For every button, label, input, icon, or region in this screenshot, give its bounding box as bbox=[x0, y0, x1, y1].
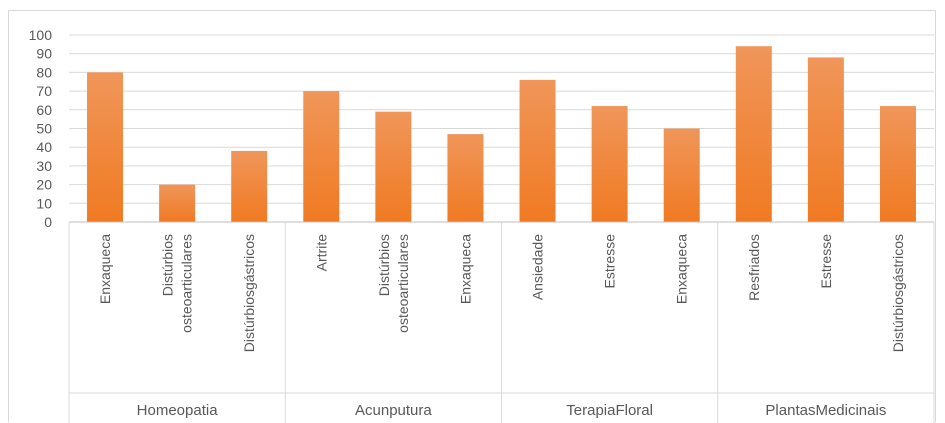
x-category-label: Enxaqueca bbox=[97, 234, 113, 304]
bar bbox=[591, 106, 628, 222]
x-group-label: TerapiaFloral bbox=[566, 402, 653, 419]
x-category-label: osteoarticulares bbox=[179, 234, 195, 333]
bar bbox=[87, 72, 124, 223]
x-group-label: Homeopatia bbox=[137, 402, 219, 419]
y-tick-label: 50 bbox=[36, 121, 52, 137]
y-tick-label: 0 bbox=[44, 214, 52, 230]
x-category-label: Enxaqueca bbox=[674, 234, 690, 304]
bar bbox=[447, 134, 484, 222]
y-tick-label: 100 bbox=[29, 27, 53, 43]
y-tick-label: 10 bbox=[36, 195, 52, 211]
x-category-label: Estresse bbox=[818, 234, 834, 289]
x-group-label: PlantasMedicinais bbox=[765, 402, 886, 419]
bar bbox=[879, 106, 916, 222]
x-category-label: Enxaqueca bbox=[457, 234, 473, 304]
x-category-label: Distúrbiosgástricos bbox=[241, 234, 257, 352]
bar bbox=[519, 79, 556, 222]
x-category-label: Distúrbios bbox=[160, 234, 176, 296]
y-tick-label: 90 bbox=[36, 46, 52, 62]
x-category-label: Estresse bbox=[602, 234, 618, 289]
x-category-label: Resfriados bbox=[746, 234, 762, 301]
axes: 0 10 20 30 40 50 60 70 80 90 100 Enxaqueca Distúrbio… bbox=[29, 27, 935, 423]
bar bbox=[807, 57, 844, 222]
x-category-label: Distúrbios bbox=[376, 234, 392, 296]
bar bbox=[663, 128, 700, 222]
bar bbox=[303, 91, 340, 222]
x-group-label: Acunputura bbox=[355, 402, 432, 419]
x-category-label: Artrite bbox=[313, 234, 329, 272]
x-category-label: Distúrbiosgástricos bbox=[890, 234, 906, 352]
bar bbox=[735, 46, 772, 222]
bar bbox=[375, 111, 412, 222]
bars bbox=[87, 46, 916, 223]
y-tick-label: 80 bbox=[36, 64, 52, 80]
x-category-label: Ansiedade bbox=[530, 234, 546, 300]
y-tick-label: 20 bbox=[36, 177, 52, 193]
y-tick-label: 30 bbox=[36, 158, 52, 174]
y-tick-label: 70 bbox=[36, 83, 52, 99]
gridlines bbox=[69, 34, 934, 223]
y-tick-label: 60 bbox=[36, 102, 52, 118]
bar bbox=[159, 184, 196, 222]
x-category-label: osteoarticulares bbox=[395, 234, 411, 333]
y-tick-label: 40 bbox=[36, 139, 52, 155]
bar bbox=[231, 150, 268, 222]
